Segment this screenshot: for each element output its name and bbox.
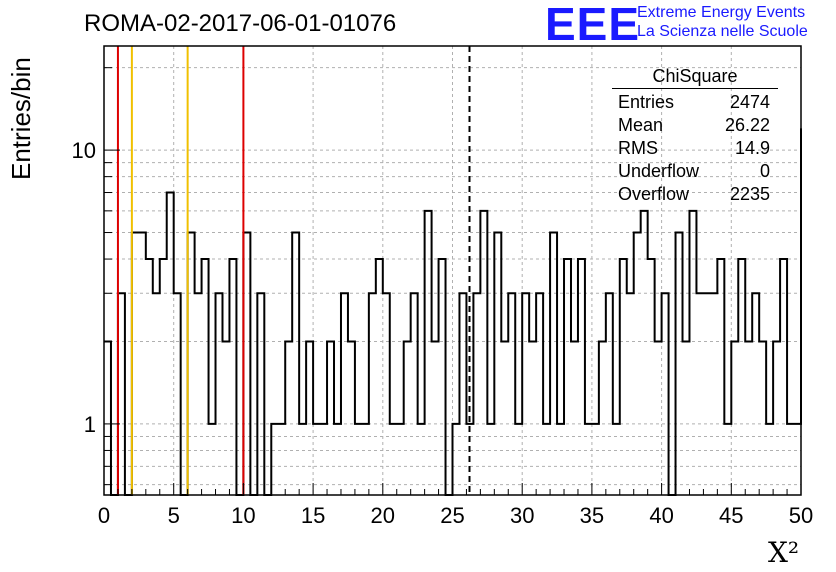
x-tick-label: 10 (231, 503, 255, 528)
x-tick-label: 0 (98, 503, 110, 528)
x-tick-label: 15 (301, 503, 325, 528)
x-tick-label: 35 (580, 503, 604, 528)
stats-row-entries: Entries 2474 (612, 91, 778, 114)
x-tick-label: 40 (649, 503, 673, 528)
x-tick-label: 25 (440, 503, 464, 528)
stats-label: Underflow (618, 161, 700, 181)
x-tick-label: 30 (510, 503, 534, 528)
stats-value: 2474 (729, 92, 770, 112)
logo-line-2: La Scienza nelle Scuole (637, 23, 808, 40)
x-tick-label: 20 (371, 503, 395, 528)
stats-title: ChiSquare (612, 66, 778, 89)
stats-label: Overflow (618, 184, 690, 204)
chart-title: ROMA-02-2017-06-01-01076 (84, 10, 397, 37)
stats-value: 14.9 (734, 138, 770, 158)
stats-row-rms: RMS 14.9 (612, 137, 778, 160)
x-axis-label-text: X² (768, 536, 800, 569)
x-tick-label: 50 (789, 503, 813, 528)
histogram-line (104, 128, 802, 496)
stats-row-overflow: Overflow 2235 (612, 183, 778, 206)
y-tick-label: 10 (72, 138, 96, 163)
stats-label: Entries (618, 92, 675, 112)
stats-value: 0 (759, 161, 770, 181)
y-axis-label: Entries/bin (6, 57, 36, 180)
logo-line-1: Extreme Energy Events (637, 4, 806, 21)
x-tick-label: 5 (168, 503, 180, 528)
y-tick-label: 1 (84, 412, 96, 437)
stats-row-mean: Mean 26.22 (612, 114, 778, 137)
stats-value: 26.22 (724, 115, 770, 135)
x-tick-label: 45 (719, 503, 743, 528)
x-axis-label: X² (768, 536, 799, 569)
stats-label: RMS (618, 138, 658, 158)
eee-logo: EEE (545, 0, 641, 50)
stats-box: ChiSquare Entries 2474 Mean 26.22 RMS 14… (612, 66, 778, 206)
stats-label: Mean (618, 115, 664, 135)
stats-value: 2235 (729, 184, 770, 204)
stats-row-underflow: Underflow 0 (612, 160, 778, 183)
